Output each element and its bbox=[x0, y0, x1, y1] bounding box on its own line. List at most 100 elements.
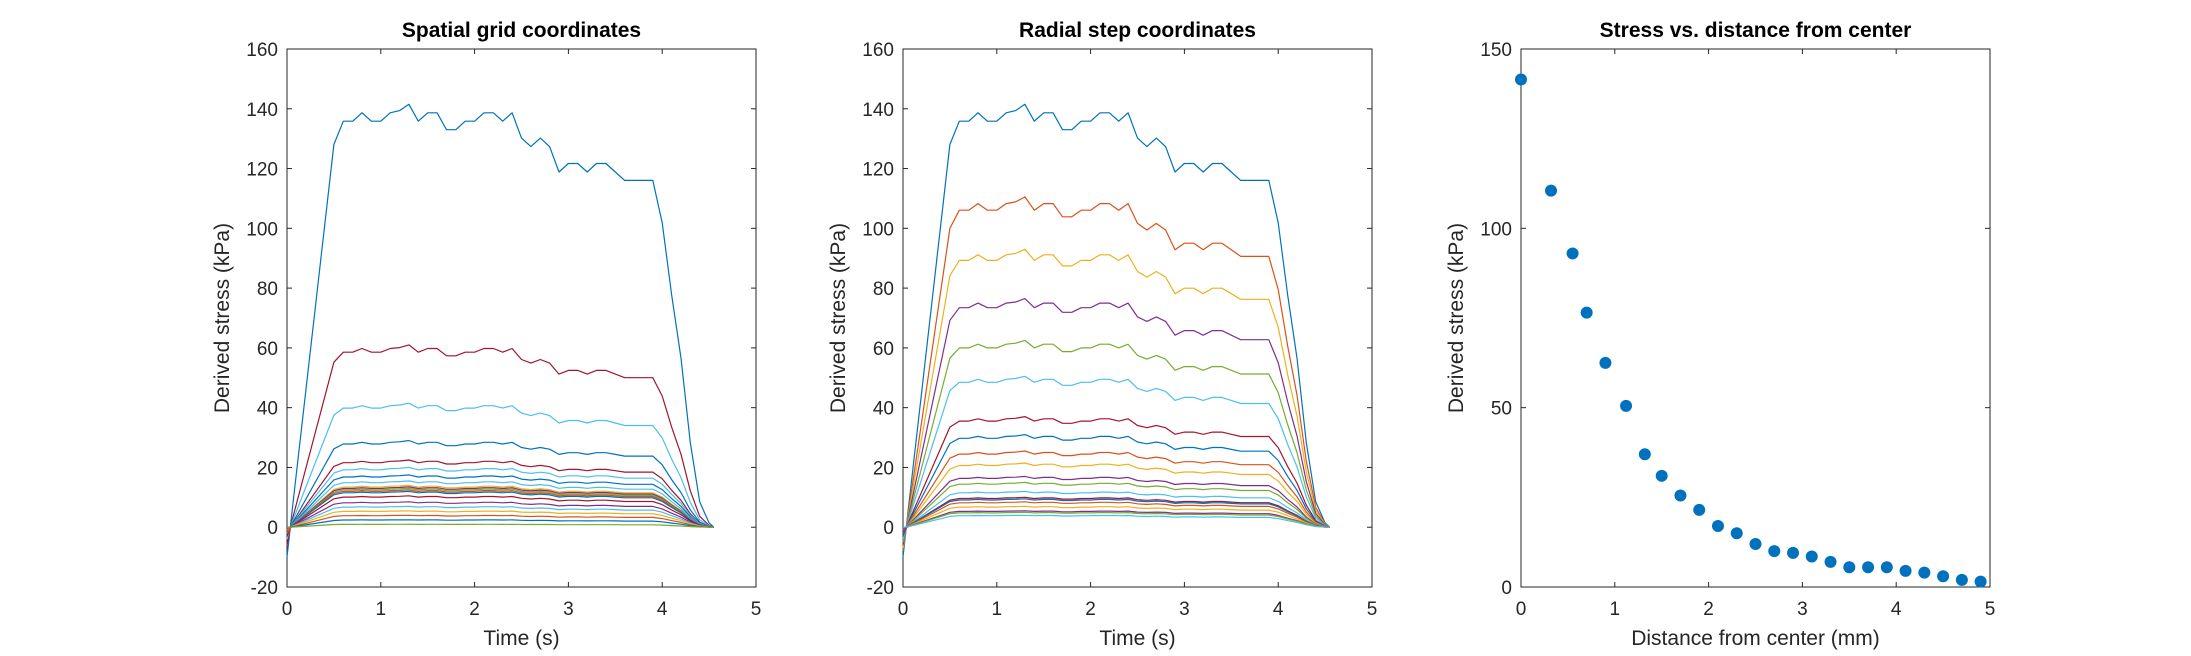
radial-step-series-line-13 bbox=[902, 490, 1330, 531]
spatial-grid-series-line-13 bbox=[286, 490, 714, 531]
spatial-grid-series-line-10 bbox=[286, 486, 714, 534]
x-tick-label: 0 bbox=[1516, 599, 1527, 620]
y-tick-label: 60 bbox=[257, 339, 278, 360]
scatter-point-5 bbox=[1599, 356, 1612, 369]
scatter-point-2 bbox=[1545, 184, 1558, 197]
y-tick-label: 80 bbox=[257, 279, 278, 300]
spatial-grid-series-line-14 bbox=[286, 495, 714, 531]
spatial-grid-series-line-7 bbox=[286, 474, 714, 534]
y-tick-label: 0 bbox=[1501, 578, 1512, 599]
x-tick-label: 4 bbox=[1273, 599, 1284, 620]
x-tick-label: 0 bbox=[282, 599, 293, 620]
spatial-grid-series-line-19 bbox=[286, 519, 714, 528]
radial-step-series-line-16 bbox=[902, 501, 1330, 531]
scatter-point-8 bbox=[1655, 469, 1668, 482]
spatial-grid-series-line-20 bbox=[286, 523, 714, 528]
radial-step-series-line-20 bbox=[902, 514, 1330, 528]
x-tick-label: 3 bbox=[563, 599, 574, 620]
scatter-point-16 bbox=[1805, 550, 1818, 563]
spatial-grid-series-line-16 bbox=[286, 505, 714, 531]
y-tick-label: 100 bbox=[1480, 219, 1512, 240]
scatter-point-12 bbox=[1730, 527, 1743, 540]
x-tick-label: 5 bbox=[751, 599, 762, 620]
y-tick-label: 20 bbox=[873, 458, 894, 479]
x-tick-label: 2 bbox=[1085, 599, 1096, 620]
spatial-grid-title: Spatial grid coordinates bbox=[402, 19, 641, 42]
radial-step-series-line-7 bbox=[902, 416, 1330, 537]
spatial-grid-series-line-3 bbox=[286, 402, 714, 540]
scatter-point-24 bbox=[1955, 573, 1968, 586]
radial-step-series-line-1 bbox=[902, 103, 1331, 558]
y-tick-label: 100 bbox=[862, 219, 894, 240]
x-tick-label: 2 bbox=[1703, 599, 1714, 620]
scatter-point-25 bbox=[1974, 575, 1987, 588]
y-tick-label: 160 bbox=[862, 40, 894, 61]
x-tick-label: 5 bbox=[1985, 599, 1996, 620]
spatial-grid-series-line-2 bbox=[286, 344, 715, 546]
x-tick-label: 3 bbox=[1179, 599, 1190, 620]
radial-step-series-line-6 bbox=[902, 375, 1330, 540]
y-tick-label: 120 bbox=[862, 160, 894, 181]
radial-step-series-line-12 bbox=[902, 481, 1330, 531]
radial-step-series-line-4 bbox=[902, 298, 1331, 546]
y-tick-label: 50 bbox=[1491, 399, 1512, 420]
y-tick-label: -20 bbox=[867, 578, 894, 599]
stress-distance-axes-frame bbox=[1520, 48, 1991, 588]
y-tick-label: 40 bbox=[873, 399, 894, 420]
scatter-point-18 bbox=[1843, 561, 1856, 574]
radial-step-series-line-18 bbox=[902, 510, 1330, 531]
stress-distance-title: Stress vs. distance from center bbox=[1600, 19, 1912, 42]
y-tick-label: 0 bbox=[267, 518, 278, 539]
spatial-grid-series-line-6 bbox=[286, 466, 714, 534]
y-tick-label: 140 bbox=[862, 100, 894, 121]
stress-distance-x-axis-label: Distance from center (mm) bbox=[1631, 627, 1880, 650]
x-tick-label: 3 bbox=[1797, 599, 1808, 620]
spatial-grid-series-line-11 bbox=[286, 487, 714, 534]
radial-step-axes-frame bbox=[902, 48, 1373, 588]
spatial-grid-series-line-1 bbox=[286, 103, 715, 558]
spatial-grid-series-line-8 bbox=[286, 480, 714, 534]
scatter-point-13 bbox=[1749, 537, 1762, 550]
scatter-point-1 bbox=[1515, 73, 1527, 86]
spatial-grid-series-line-12 bbox=[286, 489, 714, 534]
spatial-grid-series-line-4 bbox=[286, 439, 714, 537]
scatter-point-9 bbox=[1674, 489, 1687, 502]
x-tick-label: 5 bbox=[1367, 599, 1378, 620]
radial-step-series-line-3 bbox=[902, 248, 1331, 549]
stress-distance-y-axis-label: Derived stress (kPa) bbox=[1445, 223, 1468, 413]
spatial-grid-series-line-17 bbox=[286, 510, 714, 531]
y-tick-label: 40 bbox=[257, 399, 278, 420]
radial-step-y-axis-label: Derived stress (kPa) bbox=[827, 223, 850, 413]
scatter-point-22 bbox=[1918, 566, 1931, 579]
x-tick-label: 1 bbox=[992, 599, 1003, 620]
y-tick-label: -20 bbox=[251, 578, 278, 599]
spatial-grid-series-line-9 bbox=[286, 484, 714, 534]
scatter-point-4 bbox=[1580, 306, 1593, 319]
radial-step-title: Radial step coordinates bbox=[1019, 19, 1256, 42]
spatial-grid-series-line-18 bbox=[286, 514, 714, 531]
scatter-point-11 bbox=[1711, 520, 1724, 533]
y-tick-label: 140 bbox=[246, 100, 278, 121]
scatter-point-20 bbox=[1880, 561, 1893, 574]
radial-step-series-line-2 bbox=[902, 196, 1331, 552]
radial-step-series-line-15 bbox=[902, 498, 1330, 531]
radial-step-series-line-10 bbox=[902, 462, 1330, 534]
x-tick-label: 2 bbox=[469, 599, 480, 620]
y-tick-label: 150 bbox=[1480, 40, 1512, 61]
y-tick-label: 80 bbox=[873, 279, 894, 300]
radial-step-series-line-19 bbox=[902, 511, 1330, 528]
x-tick-label: 1 bbox=[1610, 599, 1621, 620]
radial-step-x-axis-label: Time (s) bbox=[1099, 627, 1175, 650]
scatter-point-23 bbox=[1937, 570, 1950, 583]
scatter-point-21 bbox=[1899, 564, 1912, 577]
spatial-grid-series-line-15 bbox=[286, 501, 714, 531]
radial-step-series-line-5 bbox=[902, 339, 1331, 543]
scatter-point-3 bbox=[1566, 247, 1579, 260]
scatter-point-7 bbox=[1638, 448, 1651, 461]
y-tick-label: 20 bbox=[257, 458, 278, 479]
radial-step-series-line-9 bbox=[902, 450, 1330, 534]
y-tick-label: 160 bbox=[246, 40, 278, 61]
radial-step-series-line-14 bbox=[902, 496, 1330, 531]
